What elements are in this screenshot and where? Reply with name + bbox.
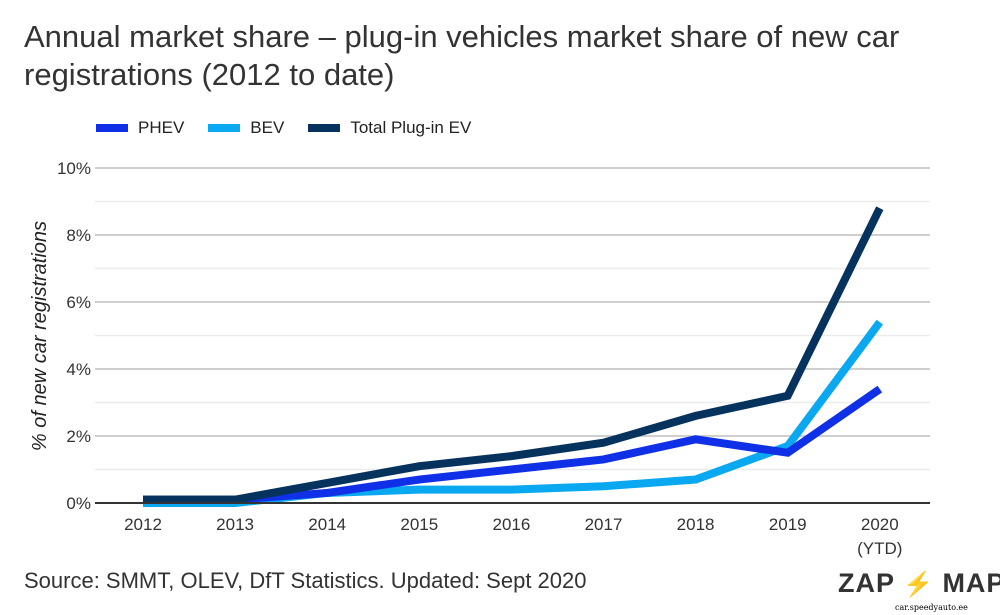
pin-bolt-icon: ⚡ bbox=[903, 571, 934, 598]
source-note: Source: SMMT, OLEV, DfT Statistics. Upda… bbox=[24, 568, 587, 593]
legend-swatch bbox=[96, 124, 128, 132]
legend-label: Total Plug-in EV bbox=[350, 118, 472, 137]
x-tick-label: 2017 bbox=[585, 515, 623, 534]
legend: PHEV BEV Total Plug-in EV bbox=[96, 118, 471, 138]
y-tick-label: 10% bbox=[57, 159, 91, 178]
series-line-phev bbox=[143, 385, 883, 504]
x-tick-label: 2020 bbox=[861, 515, 899, 534]
x-tick-label: 2016 bbox=[492, 515, 530, 534]
x-tick-label: 2012 bbox=[124, 515, 162, 534]
legend-item-bev: BEV bbox=[208, 118, 284, 138]
series-line-bev bbox=[143, 319, 884, 507]
chart-title: Annual market share – plug-in vehicles m… bbox=[24, 19, 900, 92]
y-tick-label: 4% bbox=[66, 360, 91, 379]
y-tick-label: 0% bbox=[66, 494, 91, 513]
zapmap-logo: ZAP ⚡ MAP® bbox=[838, 568, 1000, 598]
x-tick-label: 2014 bbox=[308, 515, 346, 534]
x-tick-sublabel: (YTD) bbox=[857, 539, 902, 558]
legend-label: PHEV bbox=[138, 118, 185, 137]
x-tick-label: 2018 bbox=[677, 515, 715, 534]
y-tick-label: 8% bbox=[66, 226, 91, 245]
legend-swatch bbox=[208, 124, 241, 132]
x-tick-label: 2019 bbox=[769, 515, 807, 534]
legend-swatch bbox=[308, 124, 341, 132]
y-tick-label: 2% bbox=[66, 427, 91, 446]
legend-label: BEV bbox=[250, 118, 285, 137]
legend-item-phev: PHEV bbox=[96, 118, 184, 138]
legend-item-total: Total Plug-in EV bbox=[308, 118, 471, 138]
x-tick-label: 2015 bbox=[400, 515, 438, 534]
watermark: car.speedyauto.ee bbox=[895, 603, 968, 612]
y-tick-label: 6% bbox=[66, 293, 91, 312]
x-tick-label: 2013 bbox=[216, 515, 254, 534]
